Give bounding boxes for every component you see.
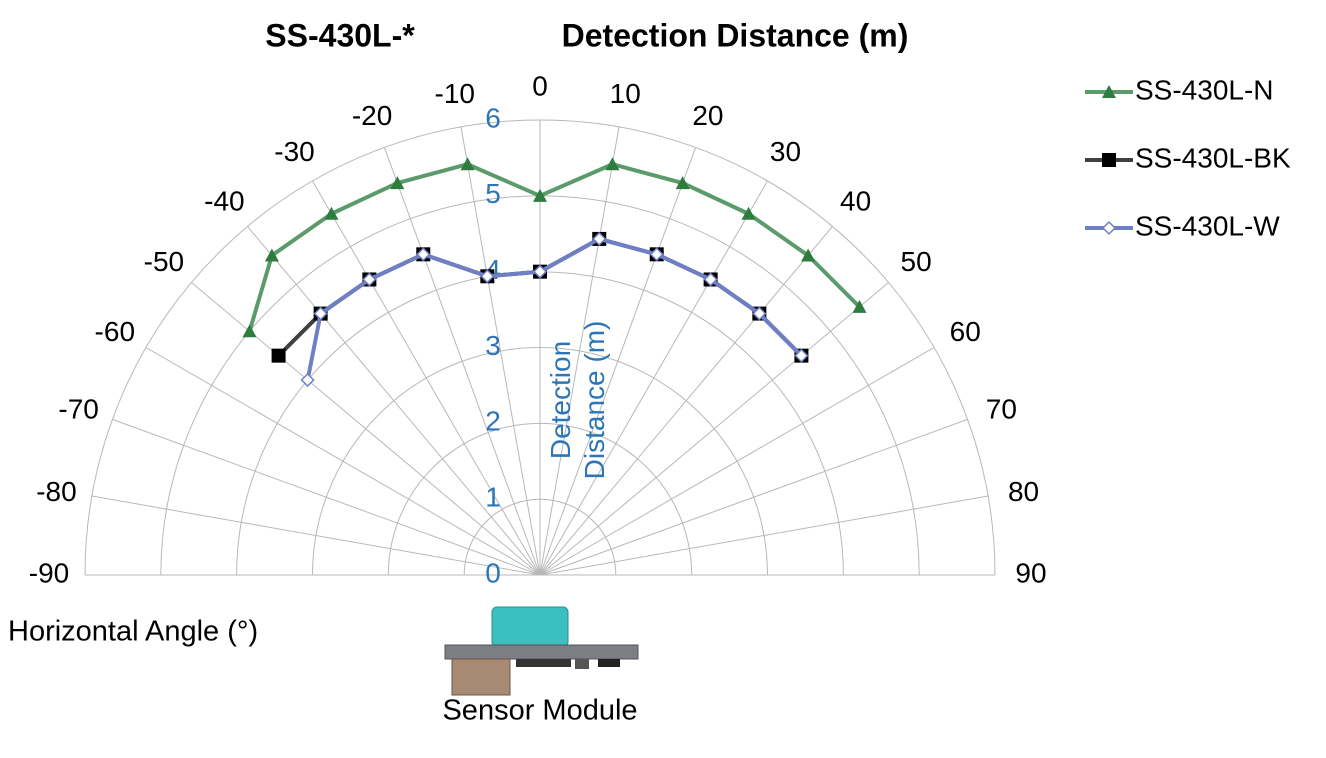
legend-marker (1101, 220, 1117, 236)
grid-spoke (145, 347, 541, 576)
angle-label: 80 (1008, 476, 1039, 507)
marker (752, 306, 767, 321)
angle-label: 0 (532, 70, 548, 101)
marker (264, 248, 279, 262)
grid-spoke (539, 347, 935, 576)
marker (852, 299, 867, 313)
r-tick-label: 0 (485, 557, 501, 588)
angle-label: -50 (144, 246, 184, 277)
legend-label: SS-430L-N (1135, 74, 1274, 105)
angle-label: -60 (95, 316, 135, 347)
angle-label: 50 (901, 246, 932, 277)
marker (271, 348, 286, 363)
grid-spoke (112, 418, 541, 576)
r-tick-label: 5 (485, 178, 501, 209)
angle-label: 90 (1015, 557, 1046, 588)
chart-subtitle: Detection Distance (m) (562, 17, 909, 53)
angle-label: 20 (692, 100, 723, 131)
grid-spoke (539, 282, 889, 576)
angle-label: 40 (840, 185, 871, 216)
marker (533, 188, 547, 202)
grid-spoke (539, 180, 768, 576)
grid-spoke (460, 126, 541, 576)
marker (703, 272, 718, 287)
marker (480, 269, 495, 284)
grid-spoke (539, 126, 620, 576)
angle-label: 60 (950, 316, 981, 347)
marker (794, 348, 809, 363)
marker (460, 157, 475, 171)
angle-label: 70 (986, 393, 1017, 424)
marker (741, 206, 756, 220)
angle-label: -90 (29, 557, 69, 588)
theta-axis-label: Horizontal Angle (°) (8, 616, 258, 648)
angle-label: -80 (36, 476, 76, 507)
grid-spoke (383, 147, 541, 576)
angle-label: -30 (274, 136, 314, 167)
marker (532, 264, 548, 279)
angle-label: 10 (610, 78, 641, 109)
angle-label: -70 (58, 393, 98, 424)
grid-spoke (312, 180, 541, 576)
angle-label: -10 (435, 78, 475, 109)
marker (362, 272, 377, 287)
legend-marker (1102, 85, 1116, 98)
legend-label: SS-430L-W (1135, 210, 1280, 241)
series-line (247, 162, 861, 332)
marker (313, 306, 328, 321)
angle-label: 30 (770, 136, 801, 167)
r-tick-label: 6 (485, 102, 501, 133)
sensor-module (444, 606, 639, 696)
annotation: Sensor Module (442, 695, 637, 727)
r-tick-label: 2 (485, 406, 501, 437)
grid-spoke (91, 495, 541, 576)
angle-label: -20 (352, 100, 392, 131)
grid-spoke (539, 418, 968, 576)
marker (592, 231, 607, 246)
marker (605, 157, 620, 171)
marker (324, 206, 339, 220)
chart-title: SS-430L-* (265, 17, 415, 53)
r-tick-label: 3 (485, 330, 501, 361)
marker (416, 247, 431, 262)
grid-spoke (539, 147, 697, 576)
grid-spoke (539, 495, 989, 576)
marker (300, 372, 315, 388)
angle-label: -40 (204, 185, 244, 216)
grid-spoke (539, 226, 833, 576)
legend-label: SS-430L-BK (1135, 142, 1291, 173)
marker (390, 176, 405, 190)
r-axis-label: Detection Distance (m) (545, 321, 610, 480)
marker (242, 324, 257, 338)
marker (649, 247, 664, 262)
r-tick-label: 1 (485, 482, 501, 513)
marker (675, 176, 690, 190)
marker (801, 248, 816, 262)
legend-marker (1102, 153, 1116, 167)
grid-spoke (247, 226, 541, 576)
